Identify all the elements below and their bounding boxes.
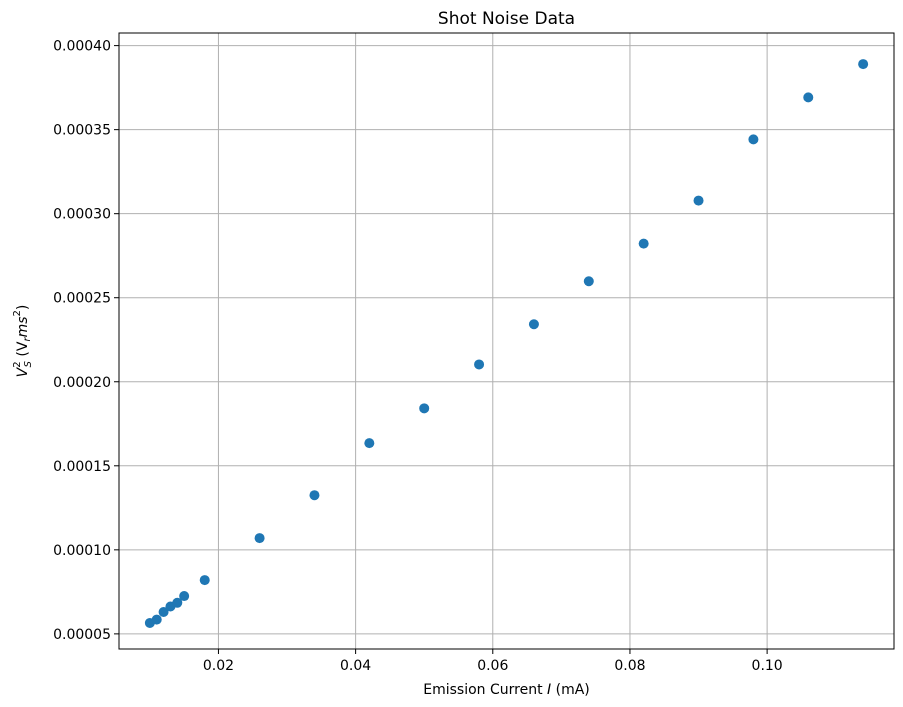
data-point <box>309 490 320 501</box>
y-tick-label: 0.00030 <box>53 207 111 223</box>
y-tick-label: 0.00035 <box>53 123 111 139</box>
data-point <box>364 438 375 449</box>
y-tick-label: 0.00025 <box>53 291 111 307</box>
y-tick-label: 0.00010 <box>53 543 111 559</box>
x-tick-label: 0.06 <box>477 658 508 674</box>
y-tick-label: 0.00005 <box>53 627 111 643</box>
y-axis-label: V2S (Vrms2) <box>12 305 34 378</box>
y-label-sub: S <box>23 360 34 367</box>
data-point <box>419 403 430 414</box>
y-tick-label: 0.00020 <box>53 375 111 391</box>
data-point <box>199 575 210 586</box>
grid <box>119 33 894 649</box>
data-point <box>172 597 183 608</box>
data-point <box>693 195 704 206</box>
x-axis-label-var: I <box>547 682 551 698</box>
data-point <box>528 319 539 330</box>
data-point <box>254 533 265 544</box>
y-label-ms: ms <box>15 316 31 337</box>
y-tick-label: 0.00015 <box>53 459 111 475</box>
data-point <box>748 134 759 145</box>
y-label-sup: 2 <box>12 361 23 367</box>
x-axis-label-prefix: Emission Current <box>423 682 547 698</box>
y-label-close: ) <box>15 305 31 310</box>
data-point <box>803 92 814 103</box>
plot-frame <box>118 32 895 650</box>
y-tick-label: 0.00040 <box>53 39 111 55</box>
y-label-sup2: 2 <box>12 310 23 316</box>
x-axis-label: Emission Current I (mA) <box>423 682 590 698</box>
data-point <box>858 59 869 70</box>
x-tick-label: 0.08 <box>614 658 645 674</box>
data-point <box>151 614 162 625</box>
y-label-mid: (V <box>15 341 31 361</box>
scatter-points <box>144 59 869 628</box>
data-point <box>179 591 190 602</box>
data-point <box>583 276 594 287</box>
x-tick-label: 0.10 <box>752 658 783 674</box>
y-label-v: V <box>15 366 31 377</box>
ticks: 0.02 0.04 0.06 0.08 0.10 0.00005 0.00010 0.0001… <box>53 39 783 674</box>
data-point <box>638 238 649 249</box>
x-axis-label-suffix: (mA) <box>551 682 590 698</box>
data-point <box>158 607 169 618</box>
chart-title: Shot Noise Data <box>438 9 575 29</box>
data-point <box>474 359 485 370</box>
x-tick-label: 0.02 <box>203 658 234 674</box>
y-label-r: r <box>22 337 33 342</box>
x-tick-label: 0.04 <box>340 658 371 674</box>
